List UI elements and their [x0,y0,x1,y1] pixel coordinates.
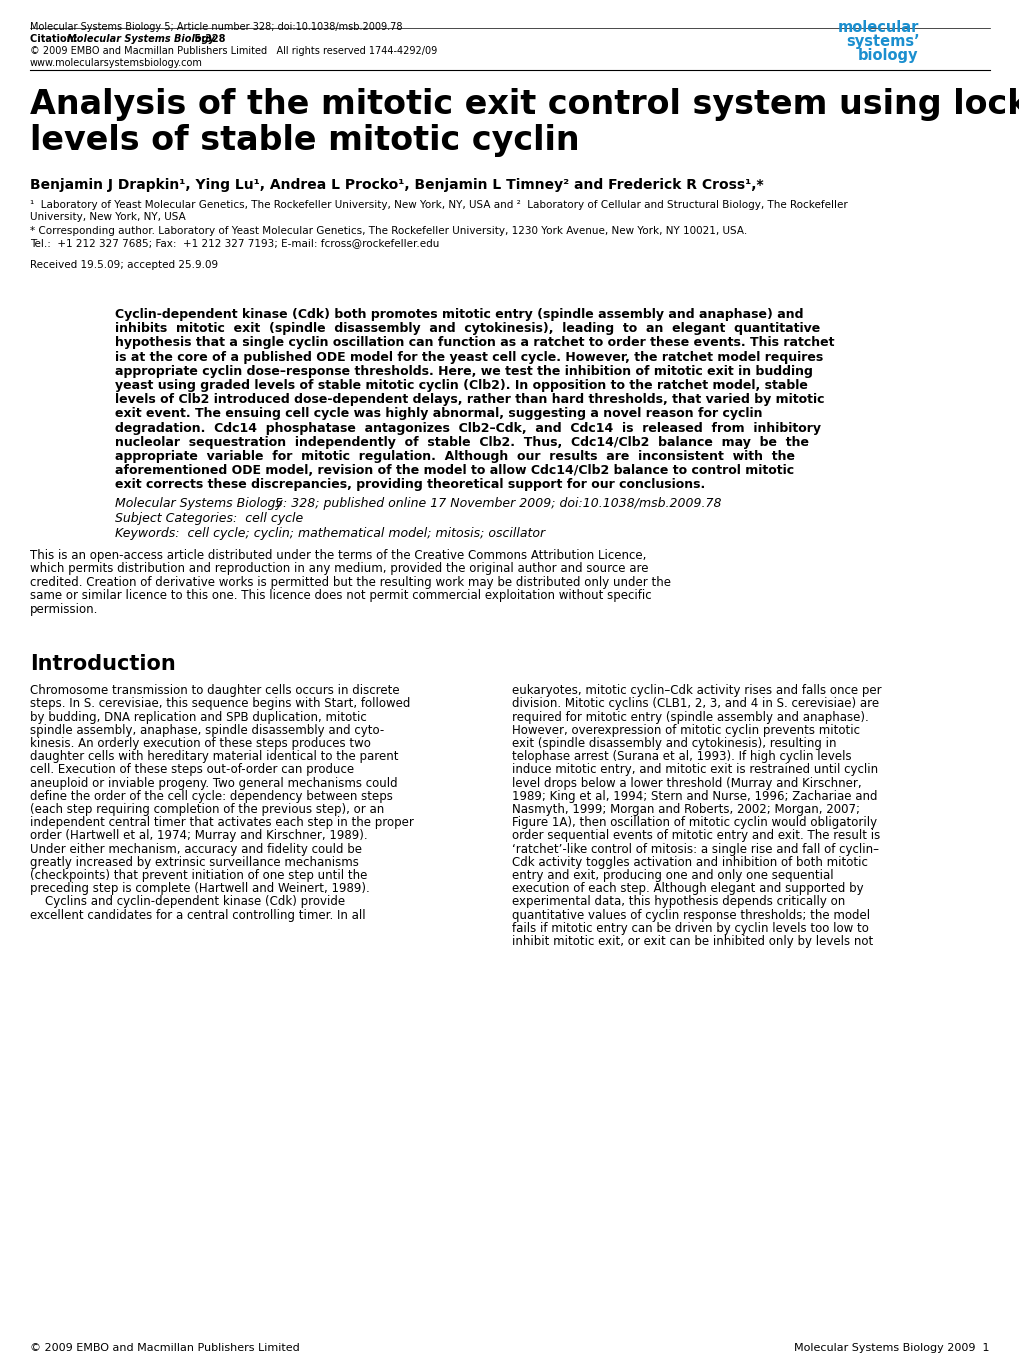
Text: 1989; King et al, 1994; Stern and Nurse, 1996; Zachariae and: 1989; King et al, 1994; Stern and Nurse,… [512,790,876,803]
Text: (checkpoints) that prevent initiation of one step until the: (checkpoints) that prevent initiation of… [30,868,367,882]
Text: Molecular Systems Biology 2009  1: Molecular Systems Biology 2009 1 [794,1343,989,1354]
Text: exit (spindle disassembly and cytokinesis), resulting in: exit (spindle disassembly and cytokinesi… [512,737,836,750]
Text: division. Mitotic cyclins (CLB1, 2, 3, and 4 in S. cerevisiae) are: division. Mitotic cyclins (CLB1, 2, 3, a… [512,697,878,711]
Text: required for mitotic entry (spindle assembly and anaphase).: required for mitotic entry (spindle asse… [512,711,868,723]
Text: appropriate cyclin dose–response thresholds. Here, we test the inhibition of mit: appropriate cyclin dose–response thresho… [115,364,812,378]
Text: Molecular Systems Biology: Molecular Systems Biology [115,496,282,510]
Text: yeast using graded levels of stable mitotic cyclin (Clb2). In opposition to the : yeast using graded levels of stable mito… [115,379,807,391]
Text: induce mitotic entry, and mitotic exit is restrained until cyclin: induce mitotic entry, and mitotic exit i… [512,764,877,776]
Text: aforementioned ODE model, revision of the model to allow Cdc14/Clb2 balance to c: aforementioned ODE model, revision of th… [115,465,794,477]
Text: greatly increased by extrinsic surveillance mechanisms: greatly increased by extrinsic surveilla… [30,856,359,868]
Text: define the order of the cell cycle: dependency between steps: define the order of the cell cycle: depe… [30,790,392,803]
Text: Tel.:  +1 212 327 7685; Fax:  +1 212 327 7193; E-mail: fcross@rockefeller.edu: Tel.: +1 212 327 7685; Fax: +1 212 327 7… [30,238,439,247]
Text: levels of Clb2 introduced dose-dependent delays, rather than hard thresholds, th: levels of Clb2 introduced dose-dependent… [115,393,823,406]
Text: Received 19.5.09; accepted 25.9.09: Received 19.5.09; accepted 25.9.09 [30,260,218,270]
Text: exit event. The ensuing cell cycle was highly abnormal, suggesting a novel reaso: exit event. The ensuing cell cycle was h… [115,408,762,420]
Text: inhibits  mitotic  exit  (spindle  disassembly  and  cytokinesis),  leading  to : inhibits mitotic exit (spindle disassemb… [115,322,819,336]
Text: Molecular Systems Biology 5; Article number 328; doi:10.1038/msb.2009.78: Molecular Systems Biology 5; Article num… [30,22,403,33]
Text: exit corrects these discrepancies, providing theoretical support for our conclus: exit corrects these discrepancies, provi… [115,478,704,492]
Text: This is an open-access article distributed under the terms of the Creative Commo: This is an open-access article distribut… [30,549,646,561]
Text: Under either mechanism, accuracy and fidelity could be: Under either mechanism, accuracy and fid… [30,843,362,856]
Text: experimental data, this hypothesis depends critically on: experimental data, this hypothesis depen… [512,896,845,908]
Text: Cyclins and cyclin-dependent kinase (Cdk) provide: Cyclins and cyclin-dependent kinase (Cdk… [30,896,344,908]
Text: Citation:: Citation: [30,34,81,43]
Text: Benjamin J Drapkin¹, Ying Lu¹, Andrea L Procko¹, Benjamin L Timney² and Frederic: Benjamin J Drapkin¹, Ying Lu¹, Andrea L … [30,178,763,192]
Text: telophase arrest (Surana et al, 1993). If high cyclin levels: telophase arrest (Surana et al, 1993). I… [512,750,851,764]
Text: execution of each step. Although elegant and supported by: execution of each step. Although elegant… [512,882,863,896]
Text: hypothesis that a single cyclin oscillation can function as a ratchet to order t: hypothesis that a single cyclin oscillat… [115,337,834,349]
Text: appropriate  variable  for  mitotic  regulation.  Although  our  results  are  i: appropriate variable for mitotic regulat… [115,450,794,463]
Text: independent central timer that activates each step in the proper: independent central timer that activates… [30,817,414,829]
Text: * Corresponding author. Laboratory of Yeast Molecular Genetics, The Rockefeller : * Corresponding author. Laboratory of Ye… [30,226,747,236]
Text: Cyclin-dependent kinase (Cdk) both promotes mitotic entry (spindle assembly and : Cyclin-dependent kinase (Cdk) both promo… [115,308,803,321]
Text: Cdk activity toggles activation and inhibition of both mitotic: Cdk activity toggles activation and inhi… [512,856,867,868]
Text: biology: biology [857,48,917,63]
Text: is at the core of a published ODE model for the yeast cell cycle. However, the r: is at the core of a published ODE model … [115,351,822,364]
Text: excellent candidates for a central controlling timer. In all: excellent candidates for a central contr… [30,909,365,921]
Text: 5: 328; published online 17 November 2009; doi:10.1038/msb.2009.78: 5: 328; published online 17 November 200… [271,496,720,510]
Text: by budding, DNA replication and SPB duplication, mitotic: by budding, DNA replication and SPB dupl… [30,711,367,723]
Text: eukaryotes, mitotic cyclin–Cdk activity rises and falls once per: eukaryotes, mitotic cyclin–Cdk activity … [512,684,880,697]
Text: order (Hartwell et al, 1974; Murray and Kirschner, 1989).: order (Hartwell et al, 1974; Murray and … [30,829,367,843]
Text: Figure 1A), then oscillation of mitotic cyclin would obligatorily: Figure 1A), then oscillation of mitotic … [512,817,876,829]
Text: order sequential events of mitotic entry and exit. The result is: order sequential events of mitotic entry… [512,829,879,843]
Text: level drops below a lower threshold (Murray and Kirschner,: level drops below a lower threshold (Mur… [512,776,861,790]
Text: nucleolar  sequestration  independently  of  stable  Clb2.  Thus,  Cdc14/Clb2  b: nucleolar sequestration independently of… [115,436,808,448]
Text: systems’: systems’ [845,34,919,49]
Text: preceding step is complete (Hartwell and Weinert, 1989).: preceding step is complete (Hartwell and… [30,882,370,896]
Text: However, overexpression of mitotic cyclin prevents mitotic: However, overexpression of mitotic cycli… [512,724,859,737]
Text: which permits distribution and reproduction in any medium, provided the original: which permits distribution and reproduct… [30,563,648,575]
Text: University, New York, NY, USA: University, New York, NY, USA [30,212,185,222]
Text: Chromosome transmission to daughter cells occurs in discrete: Chromosome transmission to daughter cell… [30,684,399,697]
Text: ¹  Laboratory of Yeast Molecular Genetics, The Rockefeller University, New York,: ¹ Laboratory of Yeast Molecular Genetics… [30,200,847,211]
Text: © 2009 EMBO and Macmillan Publishers Limited: © 2009 EMBO and Macmillan Publishers Lim… [30,1343,300,1354]
Text: steps. In S. cerevisiae, this sequence begins with Start, followed: steps. In S. cerevisiae, this sequence b… [30,697,410,711]
Text: same or similar licence to this one. This licence does not permit commercial exp: same or similar licence to this one. Thi… [30,588,651,602]
Text: ‘ratchet’-like control of mitosis: a single rise and fall of cyclin–: ‘ratchet’-like control of mitosis: a sin… [512,843,878,856]
Text: quantitative values of cyclin response thresholds; the model: quantitative values of cyclin response t… [512,909,869,921]
Text: kinesis. An orderly execution of these steps produces two: kinesis. An orderly execution of these s… [30,737,371,750]
Text: molecular: molecular [838,20,918,35]
Text: Analysis of the mitotic exit control system using locked: Analysis of the mitotic exit control sys… [30,88,1019,121]
Text: spindle assembly, anaphase, spindle disassembly and cyto-: spindle assembly, anaphase, spindle disa… [30,724,384,737]
Text: aneuploid or inviable progeny. Two general mechanisms could: aneuploid or inviable progeny. Two gener… [30,776,397,790]
Text: 5:328: 5:328 [191,34,225,43]
Text: degradation.  Cdc14  phosphatase  antagonizes  Clb2–Cdk,  and  Cdc14  is  releas: degradation. Cdc14 phosphatase antagoniz… [115,421,820,435]
Text: entry and exit, producing one and only one sequential: entry and exit, producing one and only o… [512,868,833,882]
Text: Nasmyth, 1999; Morgan and Roberts, 2002; Morgan, 2007;: Nasmyth, 1999; Morgan and Roberts, 2002;… [512,803,859,815]
Text: levels of stable mitotic cyclin: levels of stable mitotic cyclin [30,124,579,158]
Text: permission.: permission. [30,602,98,616]
Text: fails if mitotic entry can be driven by cyclin levels too low to: fails if mitotic entry can be driven by … [512,921,868,935]
Text: Molecular Systems Biology: Molecular Systems Biology [67,34,215,43]
Text: inhibit mitotic exit, or exit can be inhibited only by levels not: inhibit mitotic exit, or exit can be inh… [512,935,872,947]
Text: cell. Execution of these steps out-of-order can produce: cell. Execution of these steps out-of-or… [30,764,354,776]
Text: © 2009 EMBO and Macmillan Publishers Limited   All rights reserved 1744-4292/09: © 2009 EMBO and Macmillan Publishers Lim… [30,46,437,56]
Text: credited. Creation of derivative works is permitted but the resulting work may b: credited. Creation of derivative works i… [30,576,671,588]
Text: Introduction: Introduction [30,654,175,674]
Text: daughter cells with hereditary material identical to the parent: daughter cells with hereditary material … [30,750,398,764]
Text: Keywords:  cell cycle; cyclin; mathematical model; mitosis; oscillator: Keywords: cell cycle; cyclin; mathematic… [115,526,544,540]
Text: Subject Categories:  cell cycle: Subject Categories: cell cycle [115,511,303,525]
Text: (each step requiring completion of the previous step), or an: (each step requiring completion of the p… [30,803,384,815]
Text: www.molecularsystemsbiology.com: www.molecularsystemsbiology.com [30,58,203,68]
